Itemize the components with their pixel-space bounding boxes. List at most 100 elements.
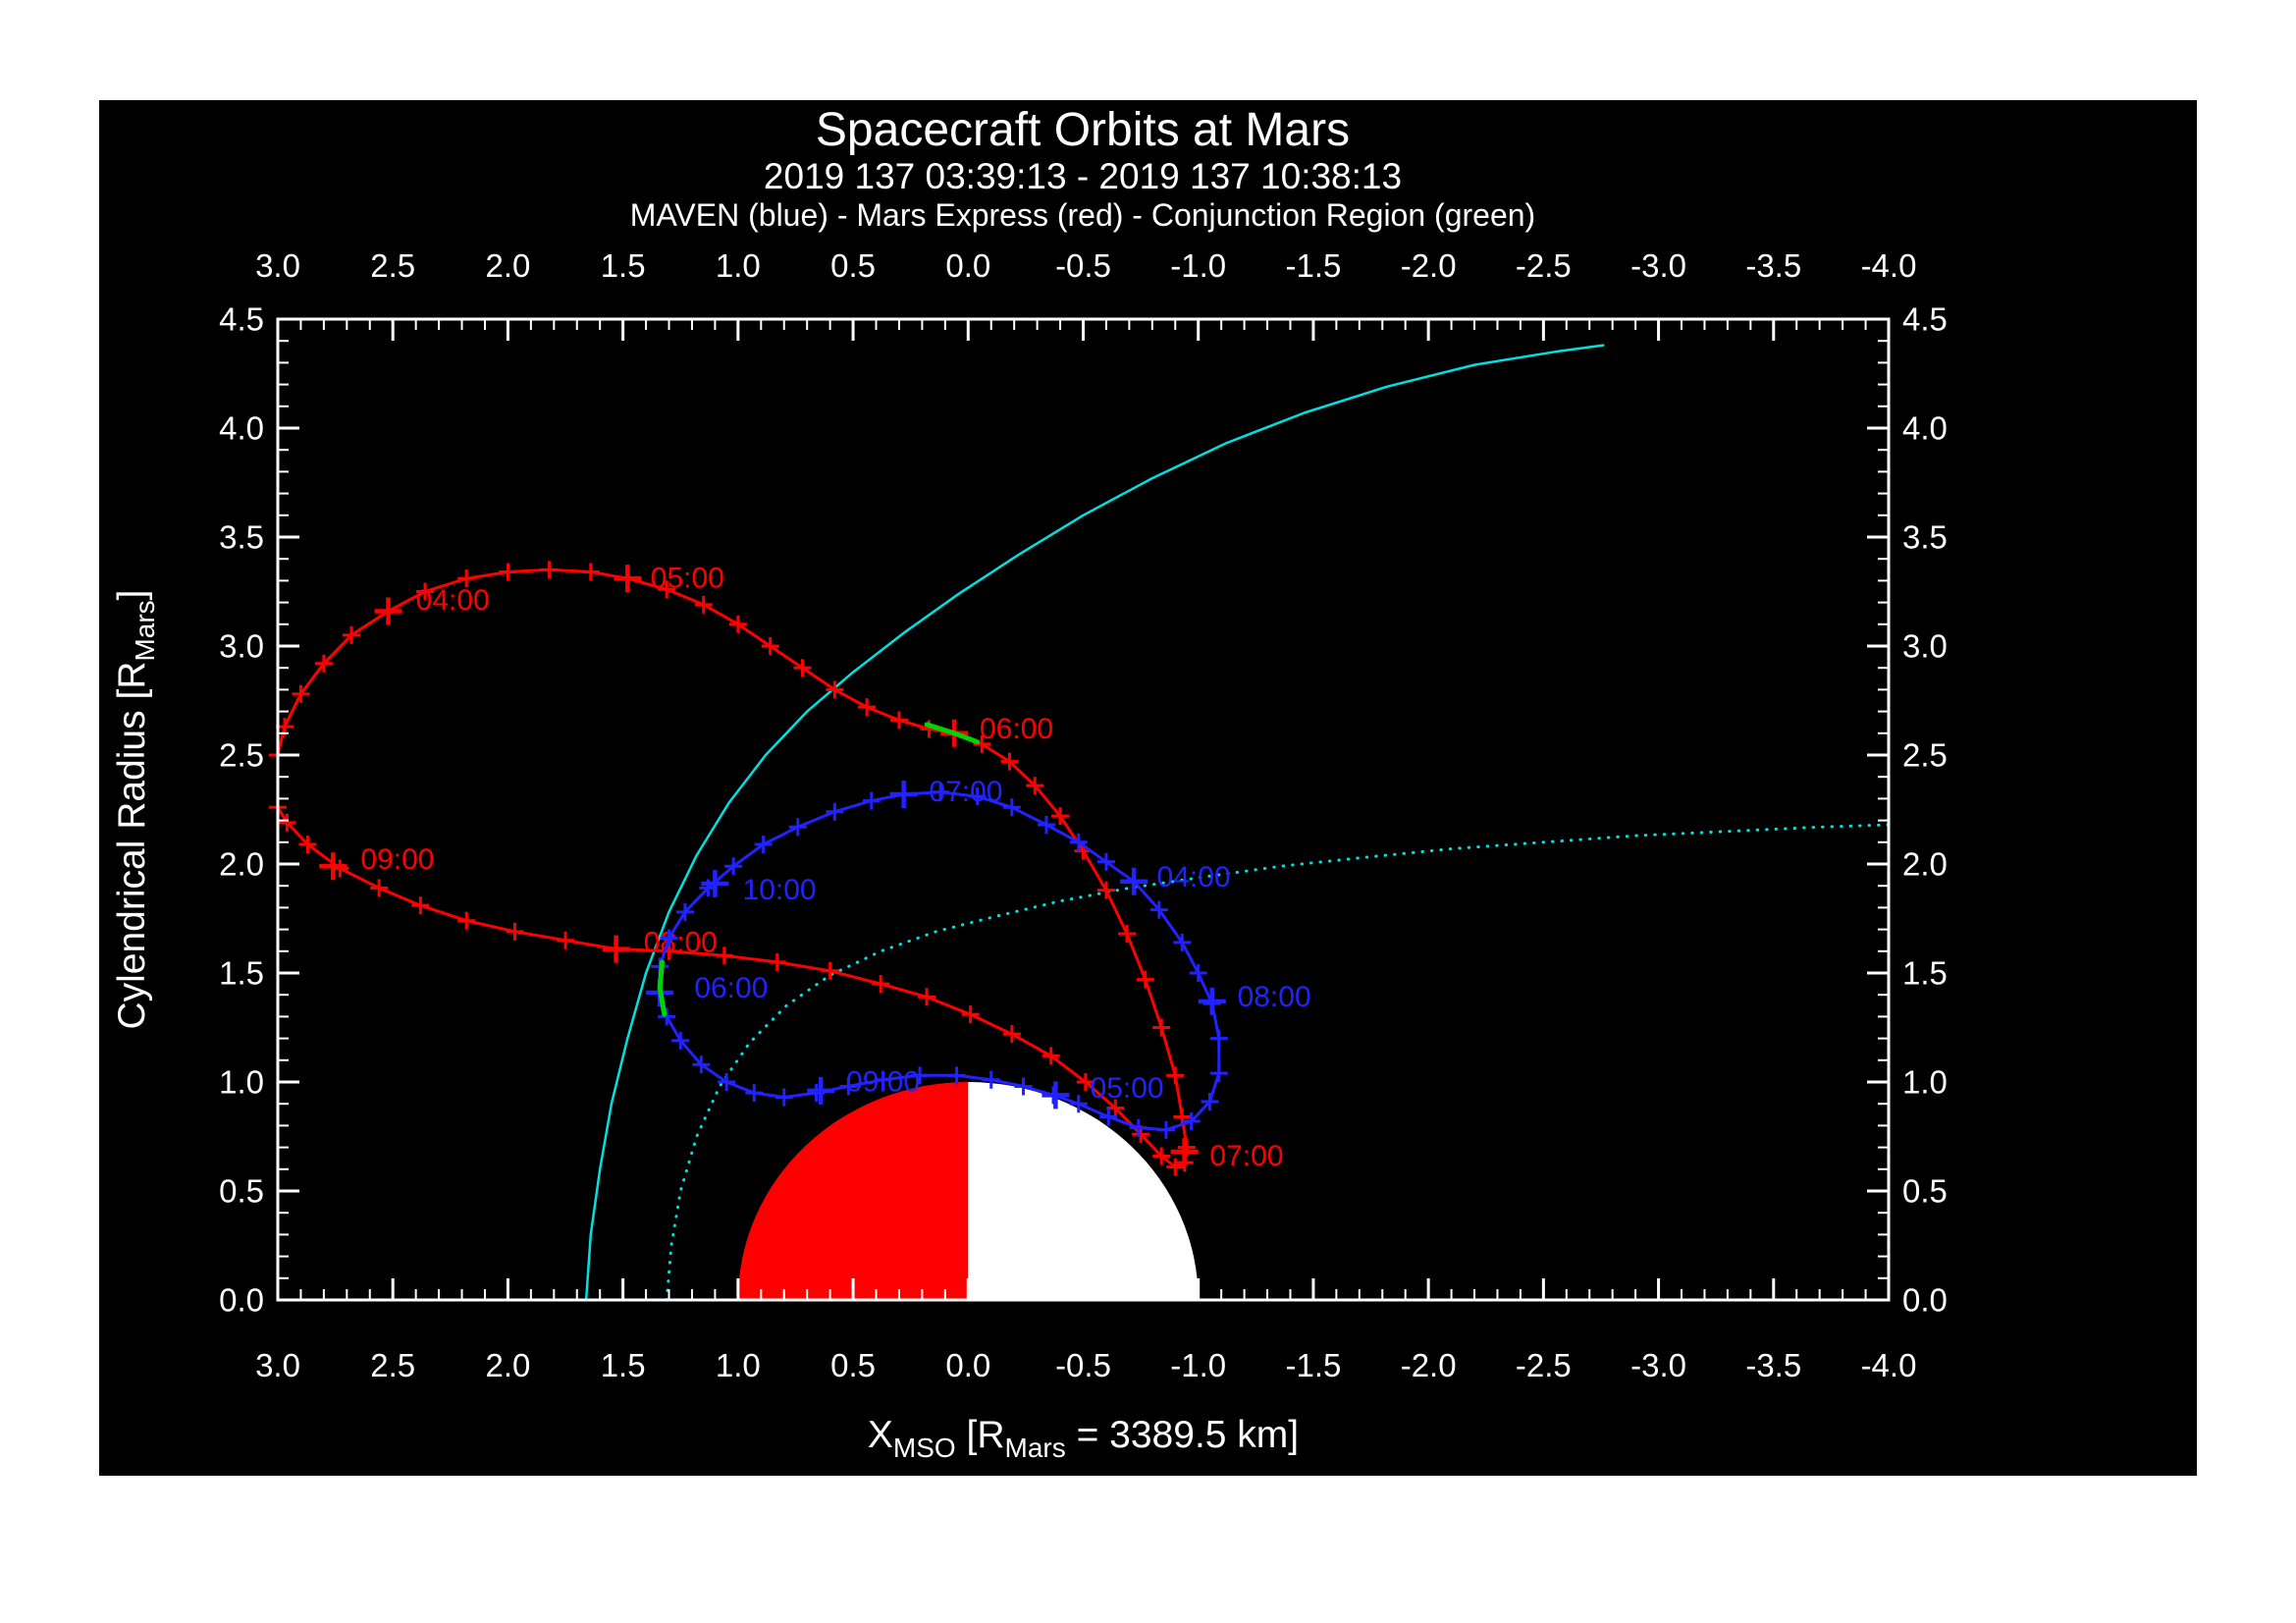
mars-express-orbit-marker xyxy=(343,625,361,644)
maven-orbit-marker xyxy=(671,1031,690,1050)
mars-express-orbit-marker xyxy=(298,836,317,854)
mars-express-orbit-marker xyxy=(826,680,844,699)
mars-express-orbit-marker xyxy=(715,947,733,965)
y-tick-label-right: 1.0 xyxy=(1902,1064,1948,1101)
maven-orbit-marker xyxy=(911,1066,930,1085)
mars-nightside xyxy=(968,1082,1199,1300)
mars-express-orbit-marker xyxy=(557,931,575,949)
maven-orbit-marker xyxy=(1173,933,1192,951)
mars-express-orbit-marker xyxy=(793,659,812,677)
mars-express-orbit-marker xyxy=(728,615,747,633)
mars-express-orbit-marker xyxy=(411,896,430,915)
mars-express-orbit-hour-marker xyxy=(602,935,630,963)
x-tick-label-bottom: 1.0 xyxy=(716,1347,761,1383)
chart-legend: MAVEN (blue) - Mars Express (red) - Conj… xyxy=(630,197,1535,233)
x-tick-label-top: -3.5 xyxy=(1745,247,1801,284)
y-tick-label-left: 4.0 xyxy=(219,410,264,447)
y-tick-label-right: 4.0 xyxy=(1902,410,1948,447)
y-tick-label-left: 1.5 xyxy=(219,955,264,992)
x-tick-label-bottom: 0.0 xyxy=(945,1347,990,1383)
maven-orbit-marker xyxy=(1149,900,1168,919)
mars-express-orbit-marker xyxy=(292,684,310,703)
y-tick-label-left: 2.0 xyxy=(219,846,264,883)
mars-express-orbit-marker xyxy=(1136,970,1154,989)
x-tick-label-top: 2.5 xyxy=(370,247,415,284)
x-tick-label-top: -1.5 xyxy=(1285,247,1341,284)
x-tick-label-bottom: -1.0 xyxy=(1170,1347,1226,1383)
maven-orbit-marker xyxy=(675,902,694,921)
mars-express-orbit-marker xyxy=(1173,1108,1192,1126)
mars-express-orbit-marker xyxy=(1152,1018,1171,1037)
y-tick-label-left: 3.5 xyxy=(219,519,264,556)
x-tick-label-top: -1.0 xyxy=(1170,247,1226,284)
mars-express-orbit-hour-marker xyxy=(374,597,402,625)
mars-express-orbit-time-label: 05:00 xyxy=(651,563,724,595)
x-axis-label: XMSO [RMars = 3389.5 km] xyxy=(868,1414,1299,1463)
x-tick-label-top: -3.0 xyxy=(1630,247,1686,284)
maven-orbit-marker xyxy=(724,857,743,876)
mars-express-orbit-marker xyxy=(658,580,676,599)
maven-orbit-marker xyxy=(745,1084,764,1103)
mars-express-orbit-hour-marker xyxy=(614,565,642,593)
mars-express-orbit-hour-marker xyxy=(319,852,347,881)
y-tick-label-left: 0.5 xyxy=(219,1173,264,1210)
y-axis-label: Cylendrical Radius [RMars] xyxy=(111,589,160,1029)
mars-express-orbit-time-label: 09:00 xyxy=(360,843,434,876)
x-tick-label-bottom: -1.5 xyxy=(1285,1347,1341,1383)
maven-orbit-marker xyxy=(718,1073,736,1091)
mars-express-orbit-marker xyxy=(416,582,435,601)
maven-orbit-marker xyxy=(692,1055,711,1074)
chart-subtitle: 2019 137 03:39:13 - 2019 137 10:38:13 xyxy=(764,156,1402,196)
x-tick-label-top: 2.0 xyxy=(485,247,530,284)
mars-express-orbit-marker xyxy=(314,654,333,673)
mars-express-orbit-marker xyxy=(1118,925,1137,944)
maven-orbit-marker xyxy=(874,1070,892,1089)
maven-orbit-marker xyxy=(754,836,773,854)
x-tick-label-bottom: -3.0 xyxy=(1630,1347,1686,1383)
orbit-plot-canvas: Spacecraft Orbits at Mars 2019 137 03:39… xyxy=(111,104,1948,1463)
mars-express-orbit-marker xyxy=(858,698,877,717)
mars-express-orbit-marker xyxy=(973,734,991,753)
maven-orbit-hour-marker xyxy=(807,1076,835,1105)
x-tick-label-bottom: -3.5 xyxy=(1745,1347,1801,1383)
y-tick-label-right: 3.0 xyxy=(1902,628,1948,665)
mars-express-orbit-marker xyxy=(581,563,600,581)
maven-orbit-time-label: 05:00 xyxy=(1091,1072,1164,1105)
x-tick-label-bottom: 2.5 xyxy=(370,1347,415,1383)
maven-orbit-marker xyxy=(862,791,881,810)
mars-dayside xyxy=(737,1082,969,1300)
maven-orbit-marker xyxy=(1002,798,1021,817)
x-tick-label-bottom: 2.0 xyxy=(485,1347,530,1383)
maven-orbit-hour-marker xyxy=(889,780,918,808)
maven-orbit-time-label: 06:00 xyxy=(694,972,768,1004)
x-tick-label-bottom: -4.0 xyxy=(1861,1347,1917,1383)
y-tick-label-right: 2.0 xyxy=(1902,846,1948,883)
y-tick-label-left: 2.5 xyxy=(219,737,264,774)
mars-express-orbit-marker xyxy=(506,922,524,941)
maven-orbit-marker xyxy=(968,787,987,806)
maven-orbit-hour-marker xyxy=(1120,867,1148,895)
maven-orbit-marker xyxy=(1209,1064,1228,1083)
series-bow-shock xyxy=(584,344,1605,1302)
mars-express-orbit-marker xyxy=(768,952,786,971)
mars-express-orbit-marker xyxy=(457,569,476,588)
x-tick-label-top: 0.5 xyxy=(830,247,876,284)
mars-express-orbit-time-label: 08:00 xyxy=(644,926,718,958)
mars-express-orbit-marker xyxy=(499,563,517,581)
mars-express-orbit-marker xyxy=(540,561,559,579)
x-tick-label-top: -2.0 xyxy=(1401,247,1457,284)
mars-express-orbit-marker xyxy=(761,637,779,655)
y-tick-label-left: 3.0 xyxy=(219,628,264,665)
y-tick-label-left: 1.0 xyxy=(219,1064,264,1101)
mars-express-orbit-marker xyxy=(1096,881,1115,899)
maven-orbit-marker xyxy=(788,818,807,837)
maven-orbit-marker xyxy=(839,1077,858,1096)
mars-express-orbit-marker xyxy=(278,813,296,832)
x-tick-label-bottom: 3.0 xyxy=(255,1347,300,1383)
maven-orbit-marker xyxy=(1099,1108,1118,1126)
maven-orbit-marker xyxy=(1014,1077,1033,1096)
mars-express-orbit-time-label: 06:00 xyxy=(980,713,1053,745)
maven-orbit-marker xyxy=(1096,852,1115,871)
y-tick-label-right: 1.5 xyxy=(1902,955,1948,992)
mars-express-orbit-marker xyxy=(1166,1066,1185,1085)
